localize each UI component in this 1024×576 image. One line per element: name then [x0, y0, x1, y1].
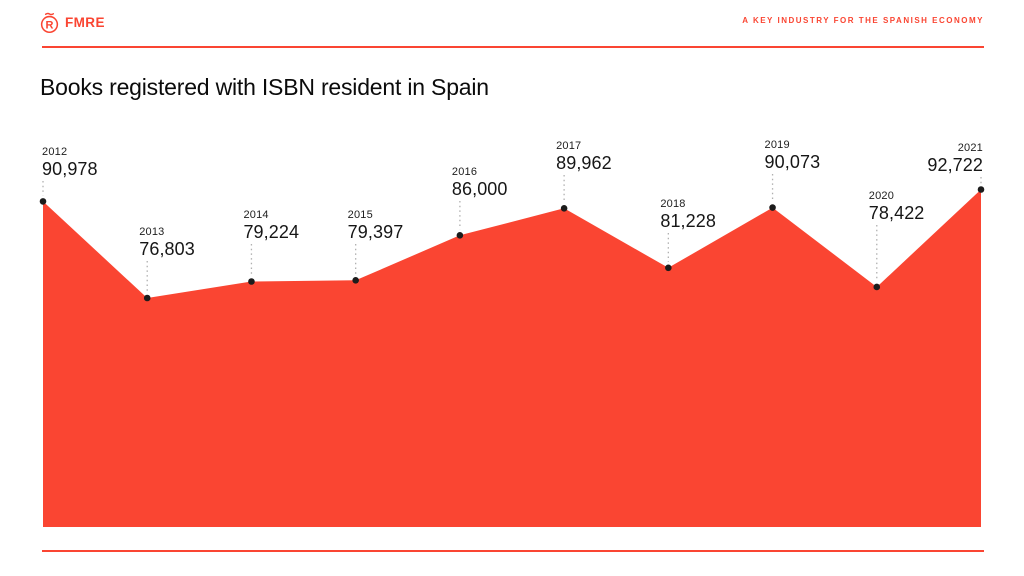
point-label: 2016 86,000 [452, 166, 508, 199]
point-label: 2017 89,962 [556, 140, 612, 173]
point-label: 2020 78,422 [869, 190, 925, 223]
point-value-label: 90,978 [42, 159, 98, 179]
point-year-label: 2012 [42, 146, 68, 158]
point-value-label: 81,228 [660, 211, 716, 231]
point-value-label: 79,224 [243, 222, 300, 242]
data-point-dot [143, 294, 151, 302]
point-value-label: 89,962 [556, 153, 612, 173]
data-point-dot [39, 198, 47, 205]
point-value-label: 78,422 [868, 203, 925, 223]
data-point-dot [873, 283, 881, 291]
point-value-label: 86,000 [451, 179, 508, 199]
point-year-label: 2019 [764, 139, 790, 151]
point-value-label: 92,722 [927, 155, 983, 175]
point-year-label: 2017 [556, 140, 582, 152]
data-point-dot [977, 186, 985, 193]
point-label: 2019 90,073 [765, 139, 821, 172]
point-year-label: 2015 [347, 209, 373, 221]
footer-divider [42, 550, 984, 552]
point-label: 2014 79,224 [243, 209, 299, 242]
point-label: 2012 90,978 [42, 146, 98, 179]
point-year-label: 2021 [957, 142, 983, 154]
data-point-dot [456, 232, 464, 239]
point-label: 2018 81,228 [660, 198, 716, 231]
point-year-label: 2020 [868, 190, 895, 202]
header-divider [42, 46, 984, 48]
data-point-dot [769, 204, 776, 211]
data-point-dot [665, 264, 672, 272]
header-tagline: A KEY INDUSTRY FOR THE SPANISH ECONOMY [742, 16, 984, 25]
point-value-label: 90,073 [764, 152, 821, 172]
point-label: 2015 79,397 [348, 209, 404, 242]
data-point-dot [352, 277, 359, 284]
logo-text: FMRE [65, 15, 105, 30]
fmre-logo-icon: R [40, 12, 59, 34]
point-value-label: 79,397 [347, 222, 404, 242]
data-point-dot [560, 205, 568, 212]
point-value-label: 76,803 [139, 239, 195, 259]
point-year-label: 2014 [243, 209, 269, 221]
point-label: 2021 92,722 [927, 142, 983, 175]
brand-logo: R FMRE [38, 11, 105, 34]
area-fill [43, 189, 981, 527]
point-year-label: 2016 [451, 166, 478, 178]
point-label: 2013 76,803 [139, 226, 195, 259]
page-title: Books registered with ISBN resident in S… [40, 74, 489, 101]
data-point-dot [248, 278, 255, 285]
logo-mark-letter: R [46, 19, 54, 31]
point-year-label: 2018 [660, 198, 686, 210]
point-year-label: 2013 [139, 226, 165, 238]
